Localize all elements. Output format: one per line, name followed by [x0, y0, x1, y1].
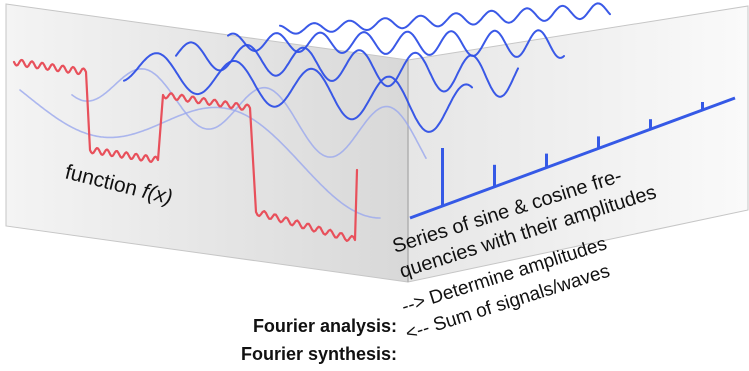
sine-wave-series	[19, 2, 611, 219]
sine-wave-4	[175, 41, 519, 98]
sine-wave-6	[279, 2, 611, 35]
sine-wave-1	[19, 89, 381, 219]
amplitude-spectrum	[409, 96, 736, 220]
spectrum-axis	[409, 96, 736, 220]
fourier-analysis-label: Fourier analysis:	[253, 316, 397, 336]
sine-wave-5	[227, 29, 565, 59]
sine-wave-3	[123, 52, 473, 133]
fourier-synthesis-label: Fourier synthesis:	[241, 344, 397, 364]
sine-wave-2	[71, 68, 427, 159]
function-fx-curve	[12, 58, 359, 242]
